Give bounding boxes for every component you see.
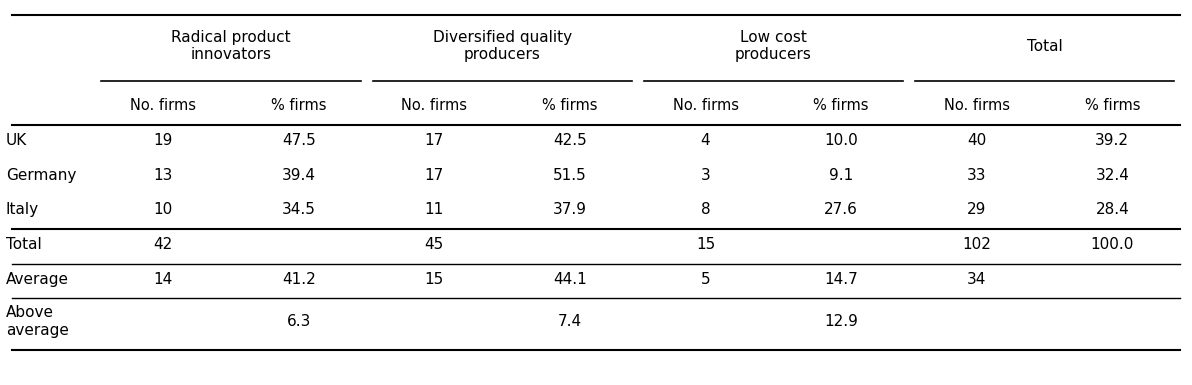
Text: 14.7: 14.7 bbox=[824, 272, 858, 286]
Text: 102: 102 bbox=[962, 237, 991, 252]
Text: 15: 15 bbox=[696, 237, 715, 252]
Text: No. firms: No. firms bbox=[944, 99, 1010, 113]
Text: 29: 29 bbox=[967, 203, 987, 217]
Text: 27.6: 27.6 bbox=[824, 203, 858, 217]
Text: 37.9: 37.9 bbox=[553, 203, 586, 217]
Text: 45: 45 bbox=[424, 237, 443, 252]
Text: 17: 17 bbox=[424, 168, 443, 182]
Text: 15: 15 bbox=[424, 272, 443, 286]
Text: 10.0: 10.0 bbox=[824, 133, 858, 148]
Text: Low cost
producers: Low cost producers bbox=[735, 30, 812, 62]
Text: 13: 13 bbox=[154, 168, 173, 182]
Text: Above
average: Above average bbox=[6, 305, 69, 338]
Text: 47.5: 47.5 bbox=[281, 133, 316, 148]
Text: 4: 4 bbox=[701, 133, 710, 148]
Text: 17: 17 bbox=[424, 133, 443, 148]
Text: 14: 14 bbox=[154, 272, 173, 286]
Text: 42.5: 42.5 bbox=[553, 133, 586, 148]
Text: 39.2: 39.2 bbox=[1095, 133, 1129, 148]
Text: 28.4: 28.4 bbox=[1095, 203, 1129, 217]
Text: No. firms: No. firms bbox=[672, 99, 739, 113]
Text: 7.4: 7.4 bbox=[558, 314, 582, 329]
Text: No. firms: No. firms bbox=[402, 99, 467, 113]
Text: 3: 3 bbox=[701, 168, 710, 182]
Text: % firms: % firms bbox=[813, 99, 869, 113]
Text: 11: 11 bbox=[424, 203, 443, 217]
Text: 6.3: 6.3 bbox=[286, 314, 311, 329]
Text: 10: 10 bbox=[154, 203, 173, 217]
Text: 34.5: 34.5 bbox=[281, 203, 316, 217]
Text: 19: 19 bbox=[154, 133, 173, 148]
Text: Diversified quality
producers: Diversified quality producers bbox=[433, 30, 572, 62]
Text: 33: 33 bbox=[967, 168, 987, 182]
Text: 51.5: 51.5 bbox=[553, 168, 586, 182]
Text: Average: Average bbox=[6, 272, 69, 286]
Text: 32.4: 32.4 bbox=[1095, 168, 1129, 182]
Text: % firms: % firms bbox=[1085, 99, 1140, 113]
Text: 40: 40 bbox=[967, 133, 986, 148]
Text: 12.9: 12.9 bbox=[824, 314, 858, 329]
Text: 8: 8 bbox=[701, 203, 710, 217]
Text: 39.4: 39.4 bbox=[281, 168, 316, 182]
Text: Total: Total bbox=[6, 237, 42, 252]
Text: Total: Total bbox=[1026, 39, 1062, 54]
Text: Germany: Germany bbox=[6, 168, 76, 182]
Text: 44.1: 44.1 bbox=[553, 272, 586, 286]
Text: 34: 34 bbox=[967, 272, 987, 286]
Text: 100.0: 100.0 bbox=[1091, 237, 1134, 252]
Text: No. firms: No. firms bbox=[130, 99, 197, 113]
Text: 41.2: 41.2 bbox=[281, 272, 316, 286]
Text: Italy: Italy bbox=[6, 203, 39, 217]
Text: Radical product
innovators: Radical product innovators bbox=[172, 30, 291, 62]
Text: 5: 5 bbox=[701, 272, 710, 286]
Text: % firms: % firms bbox=[542, 99, 597, 113]
Text: % firms: % firms bbox=[271, 99, 327, 113]
Text: 9.1: 9.1 bbox=[828, 168, 853, 182]
Text: UK: UK bbox=[6, 133, 27, 148]
Text: 42: 42 bbox=[154, 237, 173, 252]
